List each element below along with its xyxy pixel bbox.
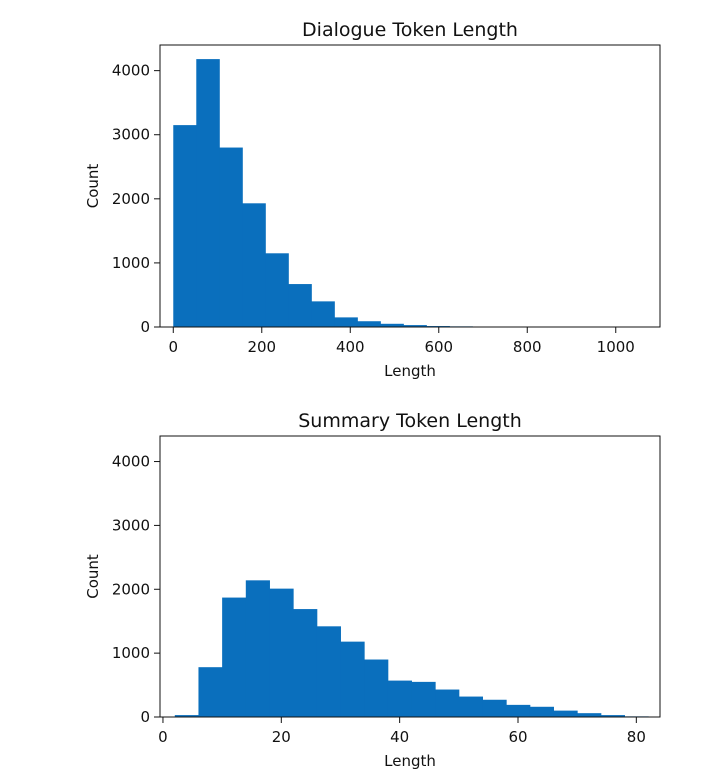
summary-bar	[340, 641, 365, 717]
summary-bar	[435, 689, 460, 717]
dialogue-x-tick-label: 400	[336, 338, 365, 356]
summary-bar	[411, 681, 436, 717]
dialogue-x-tick-label: 0	[169, 338, 179, 356]
summary-bar	[482, 699, 507, 717]
dialogue-bar	[357, 321, 381, 327]
summary-bar	[222, 597, 247, 717]
summary-bar	[506, 704, 531, 717]
dialogue-bar	[242, 203, 266, 327]
dialogue-y-tick-label: 4000	[112, 62, 150, 80]
dialogue-x-axis: 0 200 400 600 800 1000	[169, 327, 635, 356]
dialogue-y-tick-label: 3000	[112, 126, 150, 144]
summary-y-axis: 0 1000 2000 3000 4000	[112, 453, 160, 726]
summary-x-tick-label: 80	[627, 728, 646, 746]
summary-bar	[529, 706, 554, 717]
summary-x-tick-label: 40	[390, 728, 409, 746]
summary-y-tick-label: 1000	[112, 644, 150, 662]
summary-bar	[198, 667, 223, 717]
summary-plot-frame	[159, 435, 661, 718]
dialogue-x-tick-label: 200	[247, 338, 276, 356]
summary-histogram: 0 20 40 60 80 0 1000 2000 3000 4000 Summary Toke…	[84, 410, 661, 770]
dialogue-bar	[403, 325, 427, 327]
dialogue-x-tick-label: 800	[513, 338, 542, 356]
dialogue-chart-title: Dialogue Token Length	[302, 19, 518, 41]
summary-x-axis-label: Length	[384, 752, 436, 770]
summary-y-tick-label: 4000	[112, 453, 150, 471]
summary-bars	[174, 580, 649, 717]
dialogue-bar	[265, 253, 289, 327]
dialogue-bar	[380, 323, 404, 327]
summary-y-tick-label: 3000	[112, 516, 150, 534]
summary-bar	[293, 609, 318, 717]
dialogue-histogram: 0 200 400 600 800 1000 0 1000 2000 3000 4000 Dial…	[84, 19, 661, 380]
summary-x-tick-label: 60	[508, 728, 527, 746]
summary-bar	[245, 580, 270, 717]
summary-bar	[269, 588, 294, 717]
dialogue-bar	[173, 125, 197, 327]
summary-y-tick-label: 2000	[112, 580, 150, 598]
dialogue-y-tick-label: 1000	[112, 254, 150, 272]
dialogue-bar	[196, 59, 220, 327]
dialogue-x-tick-label: 600	[424, 338, 453, 356]
dialogue-y-axis-label: Count	[84, 164, 102, 209]
summary-bar	[316, 626, 341, 717]
dialogue-y-axis: 0 1000 2000 3000 4000	[112, 62, 160, 336]
dialogue-x-tick-label: 1000	[597, 338, 635, 356]
dialogue-x-axis-label: Length	[384, 362, 436, 380]
summary-y-tick-label: 0	[140, 708, 150, 726]
dialogue-y-tick-label: 2000	[112, 190, 150, 208]
summary-bar	[458, 696, 483, 717]
dialogue-bar	[334, 317, 358, 327]
summary-x-tick-label: 0	[158, 728, 168, 746]
dialogue-bars	[173, 59, 634, 327]
summary-bar	[387, 680, 412, 717]
dialogue-bar	[311, 301, 335, 327]
summary-x-axis: 0 20 40 60 80	[158, 717, 646, 746]
dialogue-bar	[219, 147, 243, 327]
dialogue-plot-frame	[159, 44, 661, 328]
summary-bar	[364, 659, 389, 717]
summary-x-tick-label: 20	[272, 728, 291, 746]
summary-chart-title: Summary Token Length	[298, 410, 522, 432]
summary-y-axis-label: Count	[84, 554, 102, 599]
summary-bar	[577, 713, 602, 717]
dialogue-bar	[288, 284, 312, 327]
dialogue-y-tick-label: 0	[140, 318, 150, 336]
summary-bar	[553, 710, 578, 717]
summary-bar	[174, 715, 199, 717]
summary-bar	[600, 715, 625, 717]
